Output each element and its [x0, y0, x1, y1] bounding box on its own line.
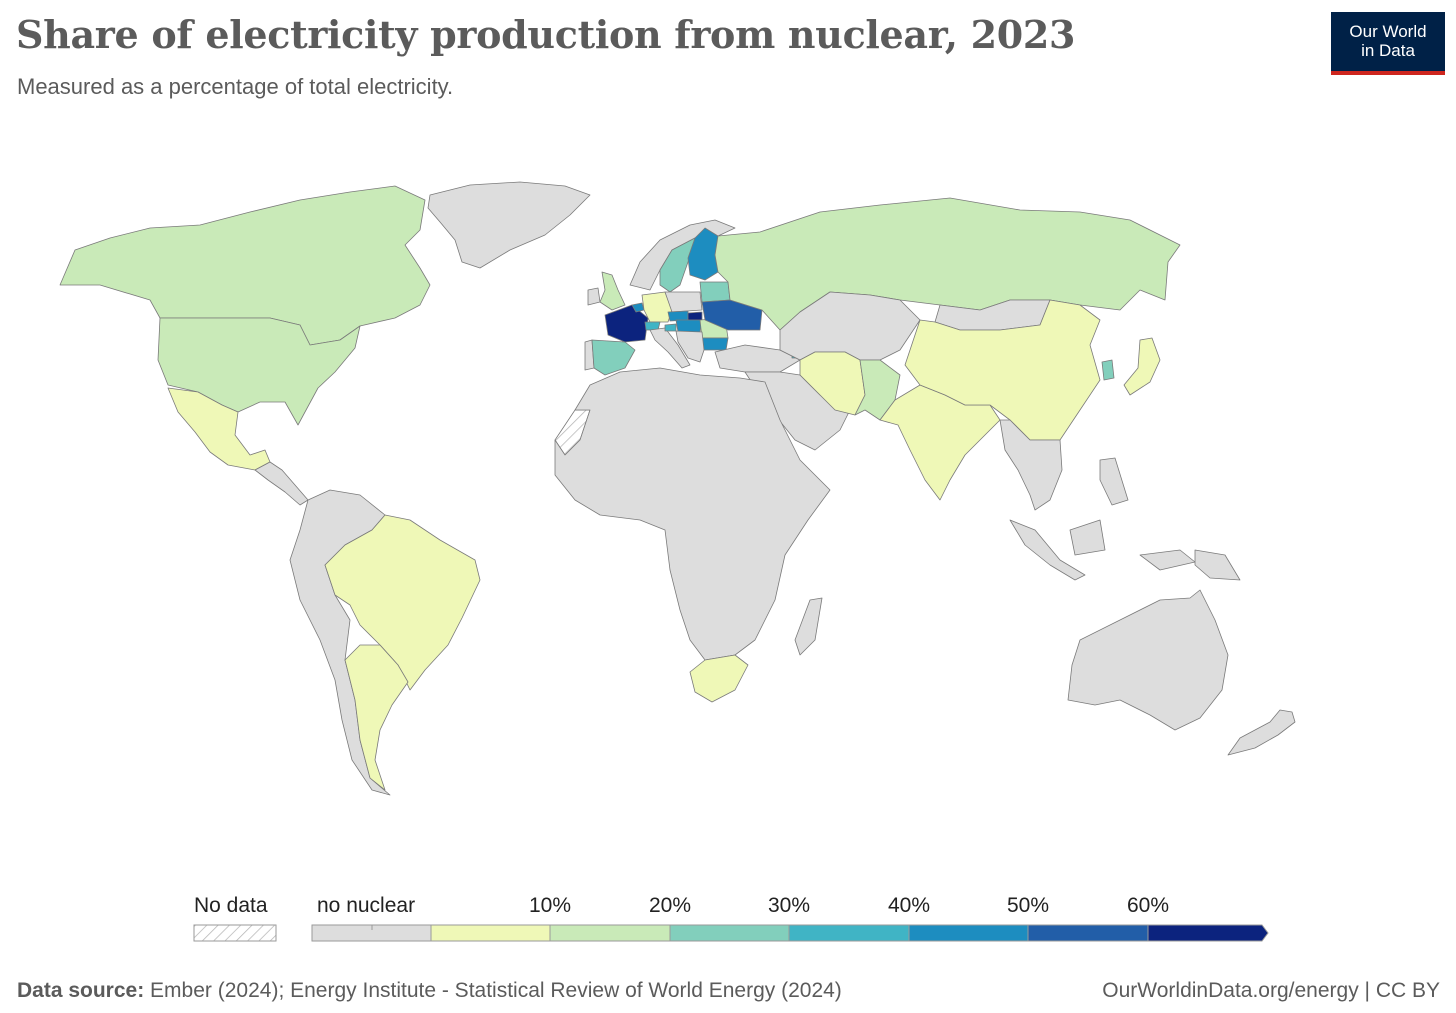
legend-tick-30: 30%	[768, 894, 810, 917]
country-australia[interactable]	[1067, 589, 1229, 731]
chart-subtitle: Measured as a percentage of total electr…	[17, 74, 454, 99]
country-china[interactable]	[904, 299, 1101, 441]
map-legend: No data no nuclear 10% 20% 30% 40% 50% 6…	[193, 894, 1269, 942]
legend-tick-50: 50%	[1007, 894, 1049, 917]
country-mexico[interactable]	[167, 387, 271, 471]
country-slovenia[interactable]	[664, 323, 677, 332]
country-brazil[interactable]	[324, 514, 481, 691]
country-bulgaria[interactable]	[701, 337, 729, 351]
footer-source-label: Data source:	[17, 979, 145, 1002]
logo-line-2: in Data	[1361, 41, 1415, 60]
legend-bin-50-60[interactable]	[1027, 924, 1149, 942]
country-norway[interactable]	[629, 219, 736, 291]
legend-no-data-label: No data	[194, 894, 268, 917]
legend-bin-10-20[interactable]	[549, 924, 671, 942]
country-sweden[interactable]	[659, 237, 696, 293]
logo-accent-bar	[1331, 71, 1445, 75]
legend-tick-10: 10%	[529, 894, 571, 917]
country-ireland[interactable]	[587, 287, 601, 306]
legend-bin-20-30[interactable]	[669, 924, 790, 942]
country-slovakia[interactable]	[687, 311, 703, 321]
chart-title: Share of electricity production from nuc…	[16, 12, 1076, 57]
footer-source-text: Ember (2024); Energy Institute - Statist…	[144, 979, 842, 1002]
logo-line-1: Our World	[1349, 22, 1427, 41]
legend-tick-20: 20%	[649, 894, 691, 917]
footer-link[interactable]: OurWorldinData.org/energy | CC BY	[1102, 979, 1440, 1002]
country-southeast-asia[interactable]	[999, 419, 1129, 511]
country-japan[interactable]	[1123, 337, 1161, 396]
country-poland[interactable]	[664, 291, 703, 313]
country-papua-new-guinea[interactable]	[1194, 549, 1241, 581]
country-czechia[interactable]	[667, 310, 689, 322]
owid-logo[interactable]: Our World in Data	[1331, 12, 1445, 75]
country-south-africa[interactable]	[689, 654, 749, 703]
country-central-america[interactable]	[254, 461, 309, 506]
legend-bin-0-10[interactable]	[430, 924, 551, 942]
country-argentina[interactable]	[344, 644, 409, 791]
legend-bin-60-plus[interactable]	[1147, 924, 1269, 942]
legend-tick-60: 60%	[1127, 894, 1169, 917]
country-balkans[interactable]	[675, 330, 705, 363]
country-spain[interactable]	[591, 339, 636, 376]
legend-no-data-swatch[interactable]	[193, 924, 277, 942]
country-hungary[interactable]	[675, 319, 703, 333]
legend-tick-40: 40%	[888, 894, 930, 917]
country-belarus[interactable]	[699, 281, 731, 303]
country-madagascar[interactable]	[794, 597, 823, 656]
country-indonesia[interactable]	[1009, 519, 1196, 581]
footer-data-source: Data source: Ember (2024); Energy Instit…	[17, 979, 842, 1003]
country-turkey[interactable]	[714, 344, 801, 373]
country-greenland[interactable]	[427, 181, 591, 269]
legend-bin-30-40[interactable]	[788, 924, 910, 942]
country-south-korea[interactable]	[1101, 359, 1115, 381]
legend-bin-40-50[interactable]	[908, 924, 1029, 942]
country-new-zealand[interactable]	[1227, 709, 1296, 756]
legend-no-nuclear-label: no nuclear	[317, 894, 415, 917]
country-united-kingdom[interactable]	[599, 271, 626, 311]
world-map	[59, 181, 1296, 796]
